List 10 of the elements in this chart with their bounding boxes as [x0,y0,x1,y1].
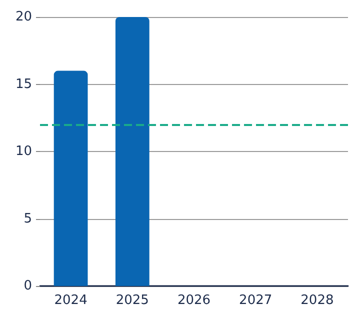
x-tick-label: 2025 [116,293,149,308]
y-tick-label: 15 [15,76,32,92]
y-tick-label: 5 [24,211,32,226]
y-tick-label: 20 [15,10,32,24]
y-tick-label: 0 [24,278,32,294]
x-tick-label: 2028 [300,293,334,308]
x-tick-label: 2026 [177,293,211,308]
x-tick-label: 2024 [54,293,88,308]
x-tick-label: 2027 [239,293,272,308]
y-tick-label: 10 [15,144,32,159]
